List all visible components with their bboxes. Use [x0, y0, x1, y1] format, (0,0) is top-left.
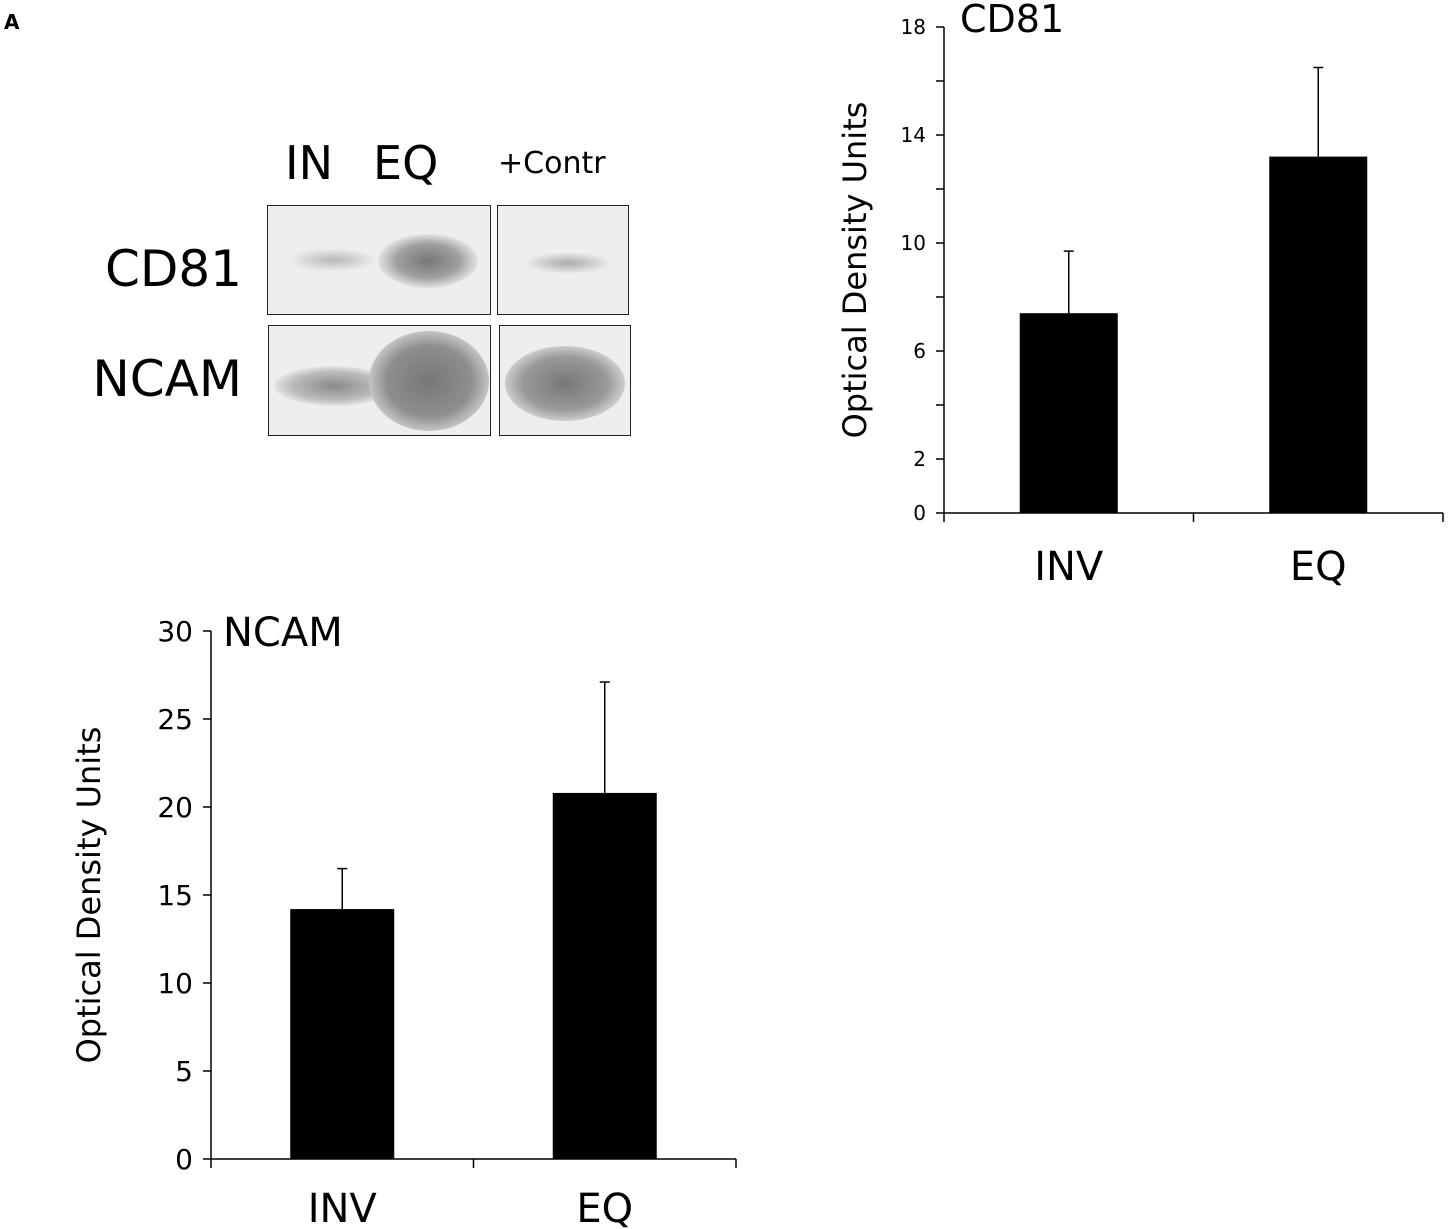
lane-label-in: IN	[285, 136, 333, 190]
ncam-bar-inv	[290, 909, 395, 1159]
ncam-y-tick-label: 0	[175, 1143, 193, 1176]
cd81-y-tick-label: 14	[901, 123, 926, 147]
cd81-y-tick-label: 0	[913, 501, 926, 525]
panel-label: A	[4, 10, 20, 34]
ncam-chart-title: NCAM	[223, 610, 343, 656]
cd81-bar-eq	[1269, 156, 1368, 513]
blot-ncam-samples	[268, 325, 491, 436]
lane-label-eq: EQ	[373, 136, 439, 190]
ncam-y-tick-label: 10	[157, 967, 193, 1000]
ncam-bar-eq	[552, 792, 657, 1159]
ncam-x-label: EQ	[576, 1186, 633, 1229]
cd81-y-axis-label: Optical Density Units	[836, 102, 874, 439]
blot-ncam-control	[499, 325, 631, 436]
blot-cd81-control	[497, 205, 629, 315]
row-label-cd81: CD81	[104, 240, 242, 298]
ncam-y-tick-label: 5	[175, 1055, 193, 1088]
cd81-x-label: EQ	[1290, 544, 1347, 590]
ncam-y-tick-label: 15	[157, 879, 193, 912]
cd81-y-tick-label: 2	[913, 447, 926, 471]
cd81-x-label: INV	[1034, 544, 1104, 590]
cd81-bar-inv	[1019, 313, 1118, 513]
cd81-y-tick-label: 10	[901, 231, 926, 255]
cd81-y-tick-label: 6	[913, 339, 926, 363]
cd81-chart-title: CD81	[960, 0, 1064, 41]
ncam-y-tick-label: 20	[157, 791, 193, 824]
ncam-y-tick-label: 30	[157, 615, 193, 648]
ncam-y-tick-label: 25	[157, 703, 193, 736]
ncam-x-label: INV	[308, 1186, 378, 1229]
lane-label-control: +Contr	[498, 146, 606, 181]
cd81-y-tick-label: 18	[901, 15, 926, 39]
ncam-y-axis-label: Optical Density Units	[70, 727, 108, 1064]
row-label-ncam: NCAM	[92, 350, 242, 408]
blot-cd81-samples	[267, 205, 491, 315]
